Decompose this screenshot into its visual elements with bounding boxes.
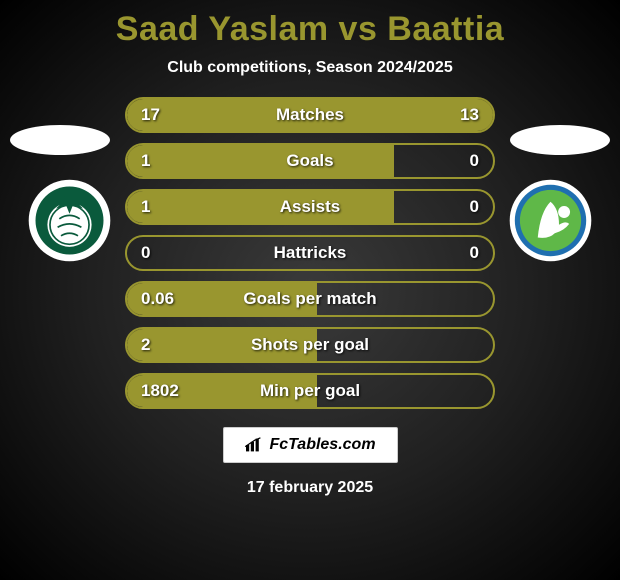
stat-row: 17 Matches 13 xyxy=(125,97,495,133)
stat-row: 2 Shots per goal xyxy=(125,327,495,363)
stat-right-value: 13 xyxy=(460,105,479,125)
stat-right-value: 0 xyxy=(470,243,479,263)
logo-text: FcTables.com xyxy=(269,436,375,454)
decorative-ellipse-left xyxy=(10,125,110,155)
stat-left-value: 17 xyxy=(141,105,160,125)
club-badge-right xyxy=(508,178,593,263)
stat-label: Shots per goal xyxy=(251,335,369,355)
club-badge-left xyxy=(27,178,112,263)
stat-left-value: 1802 xyxy=(141,381,179,401)
stat-label: Goals xyxy=(286,151,333,171)
stat-row: 0 Hattricks 0 xyxy=(125,235,495,271)
stat-row: 1 Assists 0 xyxy=(125,189,495,225)
stat-left-value: 1 xyxy=(141,151,150,171)
page-title: Saad Yaslam vs Baattia xyxy=(0,0,620,49)
stat-fill xyxy=(127,145,394,177)
stat-row: 1 Goals 0 xyxy=(125,143,495,179)
fctables-logo: FcTables.com xyxy=(223,427,398,463)
stat-left-value: 0.06 xyxy=(141,289,174,309)
subtitle: Club competitions, Season 2024/2025 xyxy=(0,59,620,77)
stat-left-value: 1 xyxy=(141,197,150,217)
stat-right-value: 0 xyxy=(470,197,479,217)
bar-chart-icon xyxy=(244,437,264,453)
stat-label: Goals per match xyxy=(243,289,376,309)
stat-row: 1802 Min per goal xyxy=(125,373,495,409)
stat-left-value: 0 xyxy=(141,243,150,263)
stat-left-value: 2 xyxy=(141,335,150,355)
stat-row: 0.06 Goals per match xyxy=(125,281,495,317)
stat-label: Min per goal xyxy=(260,381,360,401)
stat-fill xyxy=(127,191,394,223)
stat-label: Assists xyxy=(280,197,340,217)
date-label: 17 february 2025 xyxy=(0,479,620,497)
decorative-ellipse-right xyxy=(510,125,610,155)
stat-label: Hattricks xyxy=(274,243,347,263)
stat-right-value: 0 xyxy=(470,151,479,171)
stat-label: Matches xyxy=(276,105,344,125)
